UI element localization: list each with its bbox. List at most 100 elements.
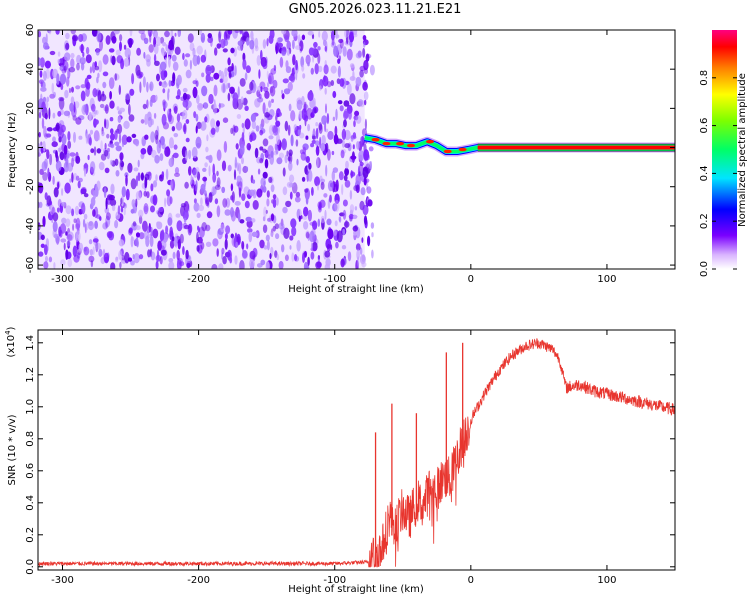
noise-speck — [208, 192, 213, 203]
noise-speck — [154, 60, 160, 66]
noise-speck — [270, 184, 275, 193]
snr-ylabel: SNR (10 * v/v) — [7, 414, 18, 485]
noise-speck — [251, 231, 258, 237]
noise-speck — [71, 157, 75, 168]
noise-speck — [52, 175, 55, 185]
noise-speck — [78, 242, 84, 252]
noise-speck — [109, 100, 115, 109]
y-tick-label: -20 — [25, 179, 36, 195]
noise-speck — [288, 103, 292, 112]
noise-speck — [338, 216, 341, 222]
noise-speck — [232, 124, 236, 136]
noise-speck — [208, 93, 214, 105]
noise-speck — [111, 35, 117, 44]
noise-speck — [94, 109, 99, 116]
noise-speck — [286, 40, 292, 50]
noise-speck — [362, 204, 369, 216]
noise-speck — [336, 78, 341, 85]
noise-speck — [371, 249, 374, 259]
noise-speck — [314, 176, 321, 187]
noise-speck — [90, 197, 96, 207]
noise-speck — [367, 235, 371, 247]
noise-speck — [320, 142, 326, 152]
noise-speck — [300, 151, 307, 161]
noise-speck — [347, 251, 352, 262]
noise-speck — [144, 177, 148, 189]
noise-speck — [40, 141, 43, 146]
noise-speck — [307, 123, 311, 132]
noise-speck — [364, 118, 367, 130]
noise-speck — [212, 172, 217, 183]
noise-speck — [121, 141, 125, 148]
noise-speck — [272, 79, 278, 89]
noise-speck — [276, 112, 279, 118]
noise-speck — [192, 80, 197, 85]
noise-speck — [283, 227, 290, 239]
noise-speck — [94, 61, 97, 68]
noise-speck — [224, 238, 228, 250]
noise-speck — [75, 233, 79, 241]
noise-speck — [46, 96, 50, 103]
noise-speck — [356, 256, 360, 267]
noise-speck — [173, 133, 179, 138]
noise-speck — [210, 76, 214, 82]
noise-speck — [115, 49, 121, 56]
noise-speck — [356, 249, 360, 260]
noise-speck — [110, 143, 115, 149]
noise-speck — [225, 225, 231, 235]
noise-speck — [81, 104, 88, 115]
noise-speck — [63, 242, 66, 251]
noise-speck — [266, 198, 270, 207]
noise-speck — [170, 179, 173, 190]
noise-speck — [324, 209, 327, 220]
noise-speck — [91, 103, 96, 112]
noise-speck — [230, 207, 234, 218]
noise-speck — [100, 140, 103, 152]
noise-speck — [242, 97, 248, 106]
noise-speck — [301, 65, 305, 72]
noise-speck — [150, 251, 156, 261]
noise-speck — [281, 30, 287, 35]
noise-speck — [186, 262, 191, 269]
noise-speck — [321, 30, 328, 42]
noise-speck — [218, 31, 222, 43]
noise-speck — [310, 251, 315, 260]
noise-speck — [268, 34, 274, 45]
noise-speck — [265, 234, 270, 242]
noise-speck — [157, 240, 162, 251]
noise-speck — [83, 193, 89, 198]
noise-speck — [327, 228, 334, 240]
noise-speck — [308, 162, 312, 170]
noise-speck — [237, 86, 240, 98]
noise-speck — [71, 208, 75, 217]
noise-speck — [38, 251, 44, 257]
noise-speck — [166, 195, 172, 207]
noise-speck — [115, 145, 122, 152]
noise-speck — [168, 56, 171, 68]
noise-speck — [207, 36, 214, 44]
noise-speck — [254, 37, 259, 49]
noise-speck — [252, 179, 256, 184]
noise-speck — [235, 241, 239, 248]
noise-speck — [262, 185, 267, 193]
noise-speck — [295, 59, 298, 71]
noise-speck — [134, 139, 140, 147]
noise-speck — [307, 62, 310, 67]
noise-speck — [235, 143, 239, 150]
noise-speck — [326, 218, 332, 226]
noise-speck — [146, 81, 149, 93]
noise-speck — [210, 118, 216, 129]
noise-speck — [337, 100, 343, 105]
noise-speck — [185, 119, 190, 124]
noise-speck — [123, 120, 130, 129]
noise-speck — [43, 261, 49, 269]
noise-speck — [177, 89, 181, 98]
noise-speck — [245, 216, 252, 222]
noise-speck — [102, 54, 109, 65]
noise-speck — [168, 80, 172, 87]
noise-speck — [216, 180, 220, 189]
noise-speck — [305, 196, 309, 205]
noise-speck — [138, 254, 144, 260]
noise-speck — [140, 172, 144, 181]
